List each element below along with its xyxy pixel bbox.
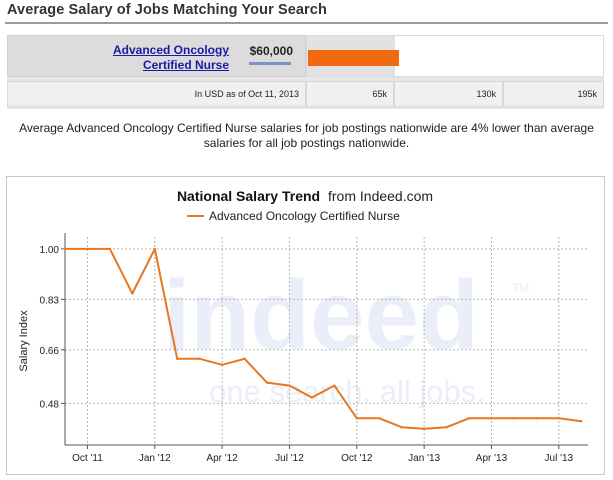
section-title: Average Salary of Jobs Matching Your Sea… — [7, 2, 327, 18]
salary-bar — [308, 50, 399, 66]
data-point — [153, 247, 156, 251]
data-point — [445, 426, 448, 429]
series-line — [65, 247, 582, 430]
job-salary-value: $60,000 — [249, 44, 293, 58]
salary-table: Advanced Oncology Certified Nurse $60,00… — [7, 35, 604, 109]
data-point — [355, 417, 358, 420]
salary-summary: Average Advanced Oncology Certified Nurs… — [19, 121, 594, 150]
data-point — [198, 357, 201, 360]
data-point — [422, 427, 426, 430]
chart-grid — [65, 237, 588, 445]
chart-legend: Advanced Oncology Certified Nurse — [187, 209, 400, 223]
data-point — [512, 417, 516, 420]
x-tick-label: Jan '12 — [139, 453, 171, 464]
y-tick-label: 1.00 — [40, 245, 60, 256]
x-tick-label: Oct '12 — [341, 453, 373, 464]
x-tick-label: Apr '13 — [476, 453, 508, 464]
data-point — [467, 417, 471, 420]
data-point — [400, 426, 403, 429]
data-point — [220, 363, 224, 366]
header-divider — [5, 22, 608, 24]
scale-label-65k: 65k — [306, 81, 394, 107]
x-tick-label: Jan '13 — [408, 453, 440, 464]
scale-label-195k: 195k — [503, 81, 604, 107]
scale-label-130k: 130k — [394, 81, 503, 107]
chart-axes — [61, 233, 588, 449]
chart-title-suffix: from Indeed.com — [328, 188, 433, 204]
y-tick-label: 0.83 — [40, 295, 60, 306]
watermark-tm: TM — [512, 281, 529, 295]
y-axis-label: Salary Index — [18, 310, 30, 372]
y-tick-labels: 1.00 0.83 0.66 0.48 — [40, 245, 60, 411]
data-point — [131, 292, 134, 295]
data-point — [243, 357, 246, 360]
data-point — [265, 381, 269, 384]
data-point — [288, 384, 291, 387]
y-tick-label: 0.48 — [40, 399, 60, 410]
data-point — [580, 420, 583, 423]
x-tick-label: Oct '11 — [72, 453, 103, 464]
x-tick-label: Jul '13 — [545, 453, 574, 464]
indeed-watermark: indeed TM one search. all jobs. — [163, 260, 529, 409]
salary-bar-area — [306, 35, 604, 77]
data-point — [86, 247, 89, 251]
legend-label: Advanced Oncology Certified Nurse — [209, 209, 400, 223]
data-point — [378, 417, 381, 420]
salary-trend-chart: indeed TM one search. all jobs. National… — [6, 176, 605, 475]
data-point — [557, 417, 560, 420]
currency-note: In USD as of Oct 11, 2013 — [7, 81, 306, 107]
salary-scale-row: In USD as of Oct 11, 2013 65k 130k 195k — [7, 81, 604, 107]
data-point — [535, 417, 538, 420]
data-point — [490, 417, 493, 420]
data-point — [176, 357, 179, 360]
data-point — [63, 247, 67, 251]
data-point — [333, 384, 336, 387]
chart-title-main: National Salary Trend — [177, 188, 320, 204]
chart-series — [63, 247, 583, 430]
watermark-brand: indeed — [163, 260, 479, 370]
chart-svg: indeed TM one search. all jobs. National… — [18, 188, 588, 464]
x-tick-labels: Oct '11 Jan '12 Apr '12 Jul '12 Oct '12 Jan '… — [72, 453, 573, 464]
x-tick-label: Apr '12 — [206, 453, 238, 464]
y-tick-label: 0.66 — [40, 346, 60, 357]
data-point — [108, 247, 112, 251]
data-point — [310, 396, 314, 399]
job-title-link[interactable]: Advanced Oncology Certified Nurse — [112, 43, 229, 72]
salary-underline — [249, 62, 291, 65]
chart-title: National Salary Trend from Indeed.com — [177, 188, 433, 204]
job-cell: Advanced Oncology Certified Nurse $60,00… — [7, 35, 306, 77]
x-tick-label: Jul '12 — [275, 453, 304, 464]
